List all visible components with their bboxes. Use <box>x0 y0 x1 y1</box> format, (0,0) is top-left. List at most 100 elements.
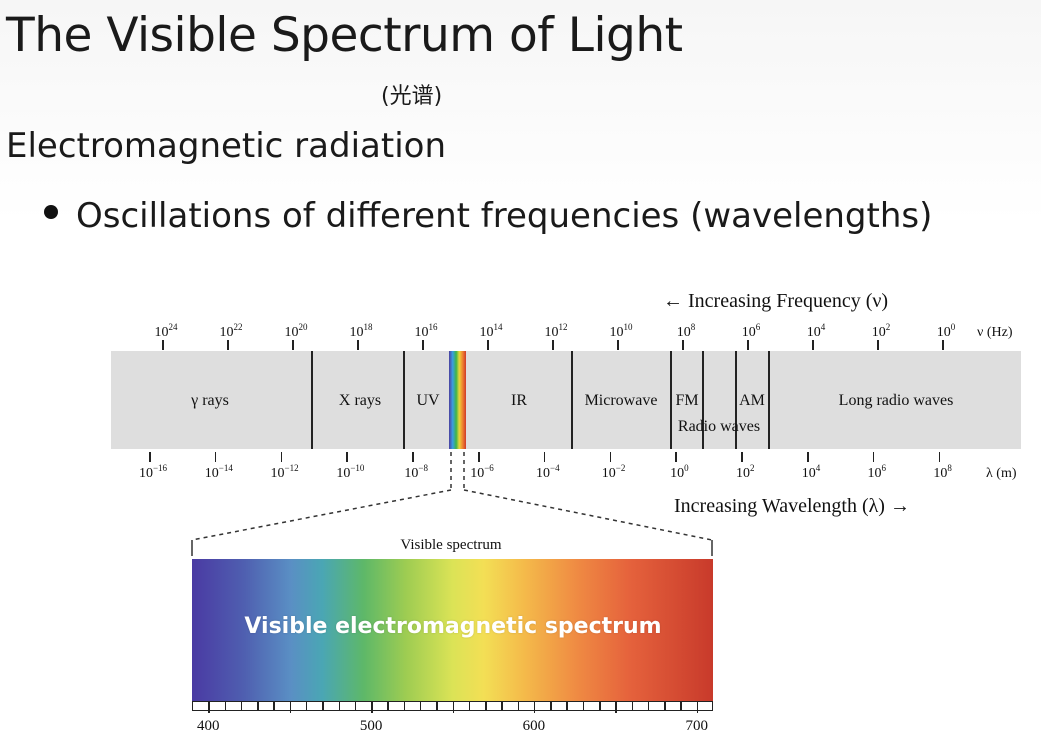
frequency-tick-label: 106 <box>741 322 761 340</box>
nm-tick-label: 400 <box>197 718 220 734</box>
frequency-tick <box>162 340 164 350</box>
nm-tick <box>468 701 471 710</box>
region-divider <box>735 351 737 449</box>
nm-tick-label: 500 <box>359 718 383 734</box>
nm-tick <box>680 701 682 710</box>
frequency-tick-label: 108 <box>676 322 696 340</box>
wavelength-unit: λ (m) <box>986 466 1017 481</box>
frequency-tick <box>942 340 944 350</box>
nm-tick <box>419 701 422 710</box>
frequency-tick <box>617 340 619 350</box>
wavelength-tick <box>543 452 546 462</box>
wavelength-tick-label: 10−8 <box>404 463 428 481</box>
frequency-tick-label: 1016 <box>414 322 438 340</box>
region-divider <box>311 351 313 449</box>
wavelength-tick-label: 10−2 <box>601 463 626 481</box>
visible-spectrum-label: Visible electromagnetic spectrum <box>244 614 662 639</box>
nm-tick <box>403 701 406 710</box>
nm-tick <box>436 701 438 710</box>
wavelength-tick-label: 102 <box>735 463 755 481</box>
frequency-tick-label: 1022 <box>219 322 243 340</box>
region-divider <box>702 351 704 449</box>
frequency-tick <box>877 340 879 350</box>
frequency-tick <box>227 340 229 350</box>
nm-tick <box>566 701 568 710</box>
frequency-caption: ← Increasing Frequency (ν) <box>663 290 889 312</box>
region-long-radio-waves: Long radio waves <box>838 392 954 409</box>
wavelength-tick-label: 106 <box>867 463 887 481</box>
region-gamma-rays: γ rays <box>191 392 229 409</box>
wavelength-tick-label: 108 <box>933 463 952 481</box>
frequency-tick-label: 100 <box>936 322 956 340</box>
wavelength-tick <box>938 452 941 462</box>
nm-tick <box>631 701 634 710</box>
slide-title: The Visible Spectrum of Light <box>6 8 683 63</box>
nm-tick <box>354 701 357 710</box>
frequency-tick <box>682 340 684 350</box>
nm-tick <box>273 701 275 710</box>
wavelength-tick-label: 10−10 <box>336 463 365 481</box>
region-x-rays: X rays <box>338 392 382 409</box>
frequency-tick <box>812 340 814 350</box>
spectrum-band <box>111 351 1021 449</box>
wavelength-tick <box>609 452 612 462</box>
bullet-dot-icon <box>44 205 58 219</box>
nm-tick <box>257 701 259 710</box>
wavelength-tick <box>149 452 151 462</box>
frequency-tick <box>357 340 359 350</box>
wavelength-tick-label: 10−14 <box>204 463 233 481</box>
nm-tick <box>322 701 324 710</box>
visible-spectrum-bar <box>192 559 713 701</box>
nm-tick <box>599 701 601 710</box>
frequency-tick-label: 1018 <box>349 322 373 340</box>
slide-subtitle: (光谱) <box>381 84 443 109</box>
nm-tick <box>501 701 503 710</box>
nm-tick <box>550 701 552 710</box>
nm-tick <box>582 701 585 710</box>
frequency-tick <box>747 340 749 350</box>
wavelength-tick-label: 10−12 <box>270 463 299 481</box>
nm-tick <box>289 701 292 713</box>
frequency-tick-label: 102 <box>871 322 891 340</box>
frequency-tick-label: 1012 <box>544 322 568 340</box>
nm-tick <box>338 701 341 710</box>
nm-tick <box>224 701 227 710</box>
region-microwave: Microwave <box>584 392 658 409</box>
frequency-tick <box>292 340 294 350</box>
frequency-tick-label: 104 <box>806 322 826 340</box>
visible-spectrum-caption: Visible spectrum <box>400 537 502 553</box>
wavelength-tick <box>346 452 348 462</box>
frequency-tick-label: 1014 <box>479 322 503 340</box>
nm-tick <box>485 701 487 710</box>
region-ir: IR <box>511 392 527 409</box>
region-divider <box>403 351 405 449</box>
region-uv: UV <box>416 392 440 409</box>
bullet-item: Oscillations of different frequencies (w… <box>44 196 932 236</box>
wavelength-tick <box>741 452 743 462</box>
wavelength-tick <box>280 452 283 462</box>
wavelength-tick-label: 10−16 <box>138 463 168 481</box>
wavelength-tick <box>675 452 677 462</box>
wavelength-tick <box>214 452 217 462</box>
wavelength-tick-label: 100 <box>670 463 689 481</box>
frequency-tick <box>422 340 424 350</box>
nm-tick <box>387 701 389 710</box>
nm-tick-label: 700 <box>685 718 708 734</box>
nm-tick-label: 600 <box>522 718 546 734</box>
nm-tick <box>208 701 210 713</box>
region-divider <box>768 351 770 449</box>
nm-tick <box>452 701 454 713</box>
nm-tick <box>533 701 536 713</box>
region-radio-waves: Radio waves <box>677 418 761 435</box>
visible-band-strip <box>449 351 466 449</box>
region-fm: FM <box>675 392 699 409</box>
wavelength-tick-label: 104 <box>801 463 821 481</box>
region-divider <box>571 351 573 449</box>
wavelength-tick <box>412 452 414 462</box>
wavelength-tick <box>478 452 480 462</box>
wavelength-tick <box>807 452 809 462</box>
frequency-tick <box>552 340 554 350</box>
wavelength-tick-label: 10−4 <box>536 463 560 481</box>
nm-tick <box>647 701 650 710</box>
